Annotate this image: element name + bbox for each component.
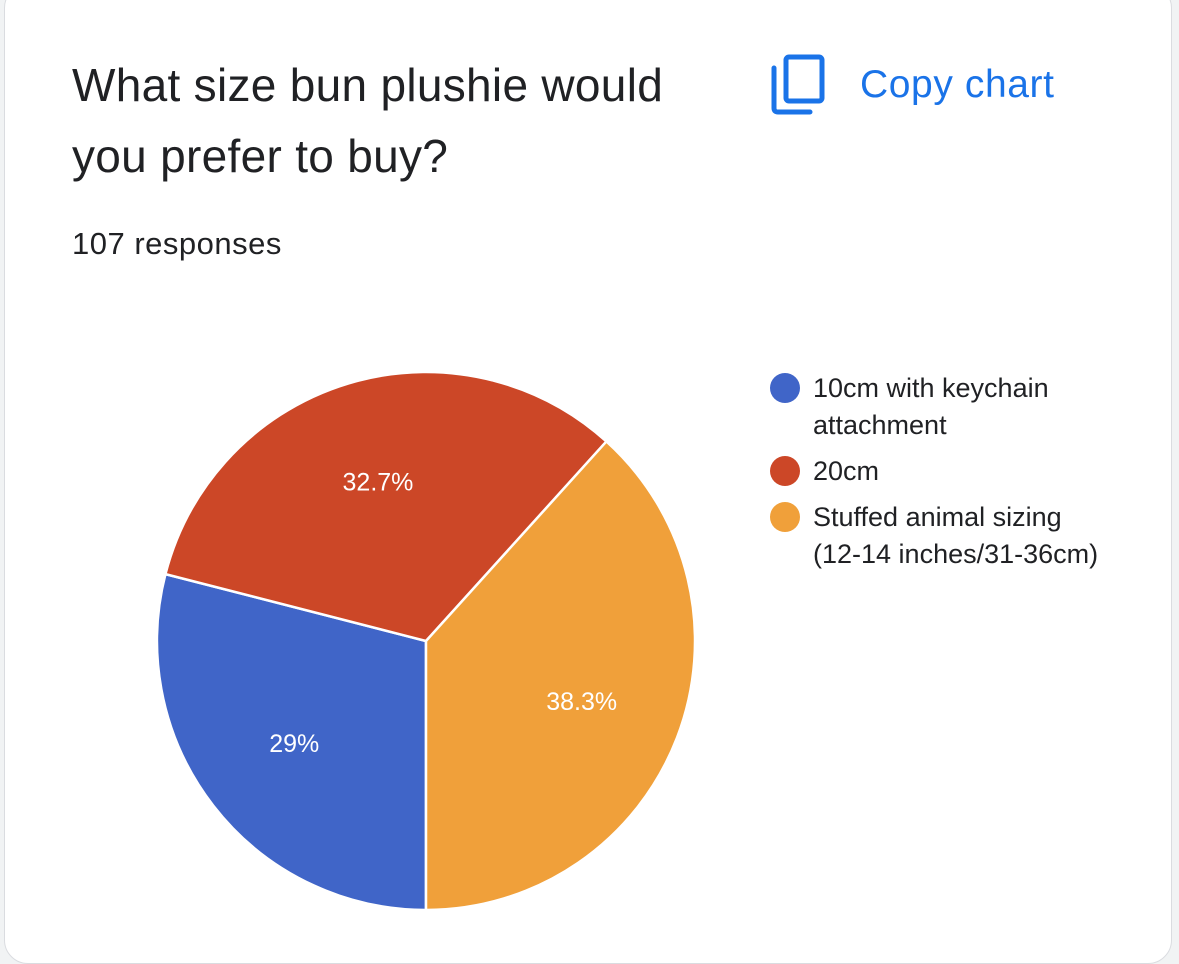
legend-swatch-3 xyxy=(770,502,800,532)
legend-swatch-2 xyxy=(770,456,800,486)
legend-swatch-1 xyxy=(770,373,800,403)
copy-chart-button[interactable]: Copy chart xyxy=(770,54,1100,116)
pie-slice-1[interactable] xyxy=(155,572,428,912)
copy-chart-label: Copy chart xyxy=(860,63,1055,106)
pie-slice-3[interactable] xyxy=(424,440,697,912)
legend-item-2: 20cm xyxy=(770,453,1100,490)
copy-icon xyxy=(771,54,825,115)
slice-label-1: 29% xyxy=(269,730,319,758)
legend-item-3: Stuffed animal sizing (12-14 inches/31-3… xyxy=(770,499,1100,573)
chart-legend: 10cm with keychain attachment 20cm Stuffed… xyxy=(770,370,1100,582)
response-count: 107 responses xyxy=(72,226,282,261)
legend-item-1: 10cm with keychain attachment xyxy=(770,370,1100,444)
pie-slice-2[interactable] xyxy=(164,370,608,643)
legend-label-2: 20cm xyxy=(813,456,880,486)
legend-label-3: Stuffed animal sizing (12-14 inches/31-3… xyxy=(813,502,1099,569)
slice-label-2: 32.7% xyxy=(343,468,414,496)
slice-label-3: 38.3% xyxy=(546,688,617,716)
legend-label-1: 10cm with keychain attachment xyxy=(813,373,1049,440)
question-title: What size bun plushie would you prefer t… xyxy=(72,59,664,182)
